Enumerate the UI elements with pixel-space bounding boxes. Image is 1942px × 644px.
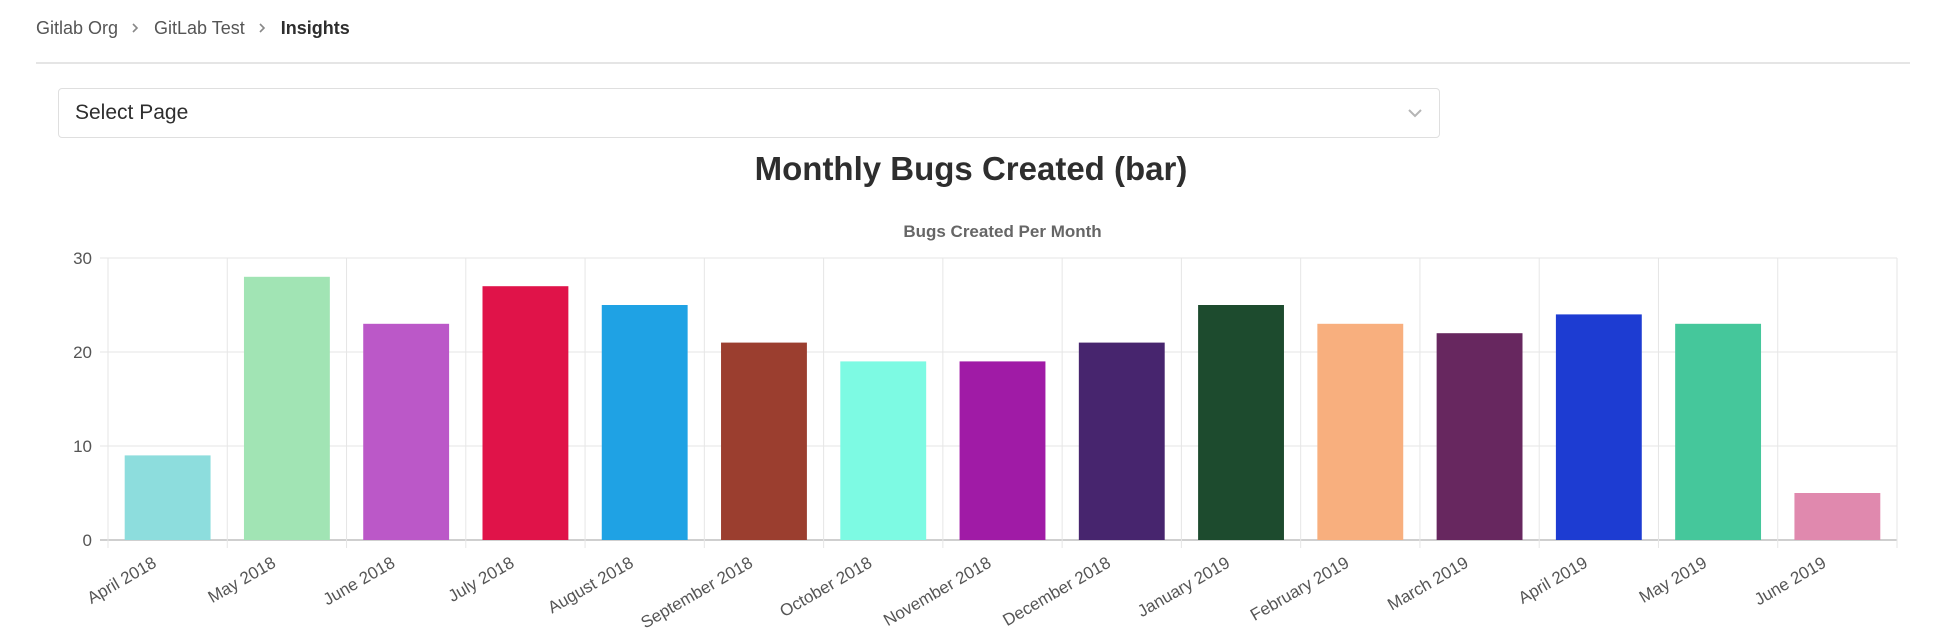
x-tick-label: June 2019 [1751, 553, 1829, 609]
breadcrumb: Gitlab Org GitLab Test Insights [36, 16, 350, 40]
bar [363, 323, 450, 540]
bar [1675, 323, 1762, 540]
x-tick-label: July 2018 [445, 553, 518, 606]
y-tick-label: 30 [73, 249, 92, 268]
breadcrumb-item-gitlab-org[interactable]: Gitlab Org [36, 17, 119, 38]
bar [1078, 342, 1165, 540]
bar [124, 455, 211, 540]
page-select-value: Select Page [75, 101, 189, 124]
x-tick-label: April 2019 [1515, 553, 1591, 608]
bar [840, 361, 927, 540]
chart-title: Bugs Created Per Month [903, 222, 1101, 241]
page-title: Monthly Bugs Created (bar) [754, 150, 1188, 187]
page-select[interactable]: Select Page [58, 88, 1440, 138]
bar [1198, 305, 1284, 540]
x-tick-label: May 2018 [205, 553, 279, 607]
x-tick-label: December 2018 [1000, 553, 1114, 630]
bar [1794, 493, 1881, 540]
bar [1555, 314, 1642, 540]
x-tick-label: August 2018 [545, 553, 637, 617]
x-tick-label: April 2018 [84, 553, 160, 608]
y-tick-label: 20 [73, 343, 92, 362]
x-tick-label: May 2019 [1636, 553, 1710, 607]
chevron-right-icon [259, 23, 265, 33]
y-tick-label: 0 [83, 531, 92, 550]
x-tick-label: January 2019 [1134, 553, 1233, 621]
x-tick-label: March 2019 [1384, 553, 1471, 614]
chevron-right-icon [132, 23, 139, 33]
bar [1436, 333, 1523, 540]
x-tick-label: November 2018 [880, 553, 994, 630]
breadcrumb-current: Insights [280, 17, 350, 38]
x-tick-label: February 2019 [1247, 553, 1352, 625]
x-tick-label: June 2018 [320, 553, 398, 609]
bar [601, 305, 688, 540]
y-tick-label: 10 [73, 437, 92, 456]
bar [721, 342, 807, 540]
bar [482, 286, 569, 540]
header-divider [36, 62, 1910, 64]
chevron-down-icon [1408, 109, 1422, 118]
bar [243, 276, 330, 540]
bar [959, 361, 1046, 540]
bar-chart: Bugs Created Per Month 0 10 20 30 April 2018 M… [73, 222, 1898, 632]
x-tick-label: September 2018 [638, 553, 756, 632]
x-tick-label: October 2018 [777, 553, 876, 621]
bar [1317, 323, 1404, 540]
breadcrumb-item-gitlab-test[interactable]: GitLab Test [154, 17, 245, 38]
